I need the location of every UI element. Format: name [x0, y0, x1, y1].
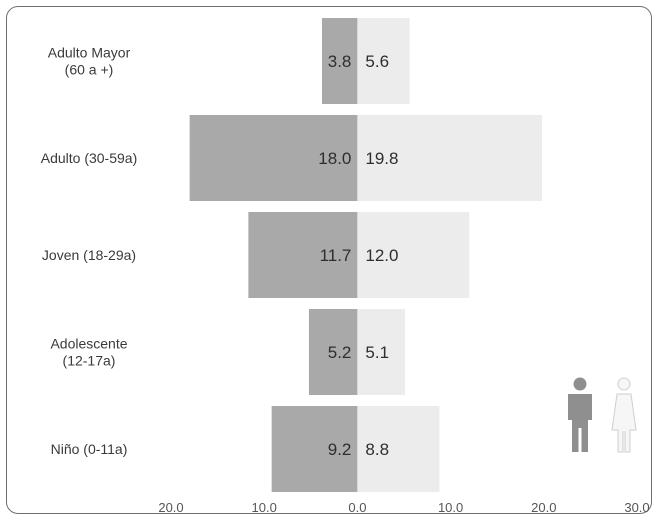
left-bar-3: [308, 309, 358, 395]
right-value-label-1: 19.8: [365, 149, 398, 168]
left-bar-1: [189, 115, 358, 201]
x-tick-label-2: 0.0: [348, 500, 366, 515]
female-figure-icon: [611, 377, 637, 453]
x-tick-label-1: 10.0: [252, 500, 277, 515]
left-bar-0: [321, 18, 358, 104]
left-value-label-4: 9.2: [328, 440, 352, 459]
right-bar-1: [357, 115, 542, 201]
x-tick-label-5: 30.0: [624, 500, 649, 515]
left-value-label-0: 3.8: [328, 52, 352, 71]
chart-frame: [6, 6, 652, 514]
x-tick-label-0: 20.0: [158, 500, 183, 515]
right-bar-4: [357, 406, 440, 492]
left-bar-4: [271, 406, 358, 492]
category-label-3: Adolescente (12-17a): [50, 336, 127, 369]
category-label-2: Joven (18-29a): [42, 247, 136, 263]
value-labels-group: 3.8 5.6 18.0 19.8 11.7 12.0 5.2 5.1 9.2 8.8: [318, 52, 398, 459]
right-bar-0: [357, 18, 410, 104]
x-tick-label-3: 10.0: [438, 500, 463, 515]
left-value-label-1: 18.0: [318, 149, 351, 168]
category-label-1: Adulto (30-59a): [41, 150, 138, 166]
male-figure-icon: [568, 377, 592, 452]
bars-group: [189, 18, 542, 492]
right-value-label-2: 12.0: [365, 246, 398, 265]
category-label-4: Niño (0-11a): [51, 441, 128, 457]
category-label-0: Adulto Mayor (60 a +): [48, 45, 131, 78]
left-bar-2: [248, 212, 358, 298]
right-bar-3: [357, 309, 405, 395]
right-bar-2: [357, 212, 470, 298]
legend-icons: [568, 377, 637, 453]
right-value-label-3: 5.1: [365, 343, 389, 362]
category-labels-group: Adulto Mayor (60 a +) Adulto (30-59a) Joven…: [41, 45, 138, 458]
left-value-label-3: 5.2: [328, 343, 352, 362]
left-value-label-2: 11.7: [320, 246, 352, 265]
right-value-label-0: 5.6: [365, 52, 389, 71]
right-value-label-4: 8.8: [365, 440, 389, 459]
x-tick-label-4: 20.0: [531, 500, 556, 515]
x-axis-ticks-group: 20.0 10.0 0.0 10.0 20.0 30.0: [158, 500, 649, 515]
